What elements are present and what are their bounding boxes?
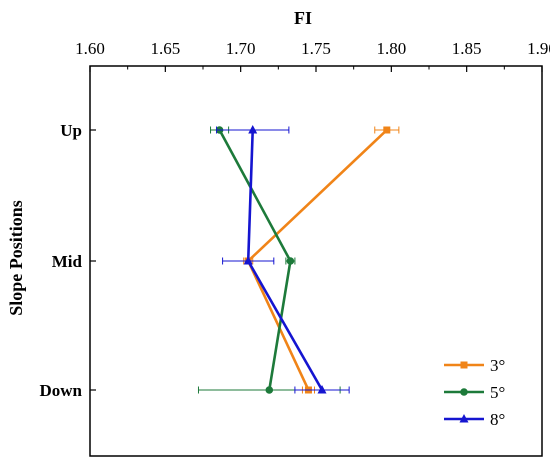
x-tick-label: 1.85: [452, 39, 482, 58]
series-line: [246, 129, 324, 391]
series-1: [243, 126, 400, 394]
series-3: [216, 125, 350, 394]
series-2: [197, 126, 341, 394]
legend-label: 5°: [490, 383, 505, 402]
data-point: [317, 385, 327, 394]
x-tick-label: 1.65: [150, 39, 180, 58]
legend-item: 5°: [444, 383, 505, 402]
legend: 3° 5° 8°: [444, 356, 505, 429]
x-axis: 1.60 1.65 1.70 1.75 1.80 1.85 1.90: [75, 39, 550, 72]
y-tick-label: Down: [39, 381, 82, 400]
y-axis-title: Slope Positions: [6, 200, 26, 316]
x-tick-label: 1.75: [301, 39, 331, 58]
data-point: [243, 256, 253, 265]
legend-label: 8°: [490, 410, 505, 429]
legend-item: 8°: [444, 410, 505, 429]
legend-marker: [460, 388, 468, 396]
series-layer: [197, 125, 400, 394]
series-line: [218, 129, 292, 391]
x-tick-label: 1.70: [226, 39, 256, 58]
y-tick-label: Up: [60, 121, 82, 140]
data-point: [286, 257, 295, 265]
legend-marker: [460, 361, 468, 369]
x-axis-title: FI: [294, 8, 312, 28]
legend-marker: [459, 414, 469, 423]
data-point: [265, 386, 274, 394]
legend-label: 3°: [490, 356, 505, 375]
legend-item: 3°: [444, 356, 505, 375]
data-point: [248, 125, 258, 134]
y-tick-label: Mid: [52, 252, 83, 271]
x-tick-label: 1.90: [527, 39, 550, 58]
x-tick-label: 1.60: [75, 39, 105, 58]
x-tick-label: 1.80: [376, 39, 406, 58]
y-axis: Up Mid Down: [39, 121, 96, 400]
plot-area: [89, 65, 543, 457]
data-point: [383, 126, 391, 134]
series-line: [246, 129, 388, 391]
